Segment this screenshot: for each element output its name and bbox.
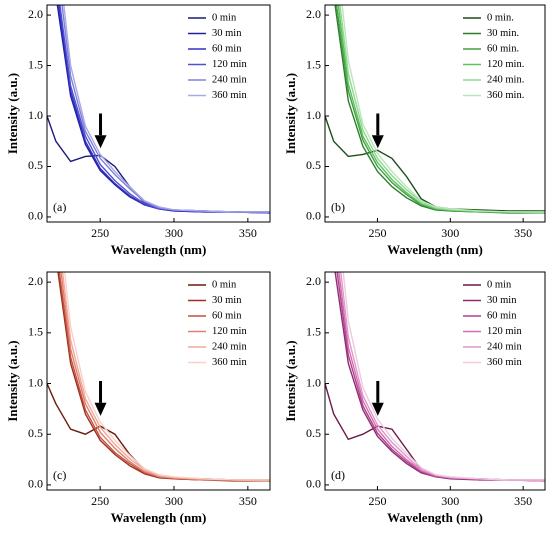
arrow-head <box>371 135 384 149</box>
legend-label: 240 min. <box>487 74 524 85</box>
legend-label: 120 min <box>487 326 522 337</box>
y-axis-label: Intensity (a.u.) <box>283 340 298 421</box>
x-axis-label: Wavelength (nm) <box>387 510 483 525</box>
panel-label: (b) <box>331 200 345 214</box>
y-tick-label: 2.0 <box>306 7 321 21</box>
legend-label: 240 min <box>212 341 247 352</box>
legend-label: 0 min <box>212 279 237 290</box>
legend-label: 30 min. <box>487 28 519 39</box>
y-tick-label: 2.0 <box>28 7 43 21</box>
legend-label: 120 min <box>212 59 247 70</box>
x-tick-label: 350 <box>514 494 532 508</box>
panel: 0.0 0.5 1.0 1.5 2.0 250 300 350 0 min. 30 min. 60 … <box>283 4 546 257</box>
y-axis-label: Intensity (a.u.) <box>5 340 20 421</box>
plot-frame <box>46 271 271 491</box>
legend-label: 60 min <box>487 310 517 321</box>
y-tick-label: 0.5 <box>28 426 43 440</box>
y-tick-label: 1.5 <box>28 325 43 339</box>
series-line <box>341 5 545 213</box>
x-axis-label: Wavelength (nm) <box>111 242 207 257</box>
legend-label: 60 min. <box>487 43 519 54</box>
panel: 0.0 0.5 1.0 1.5 2.0 250 300 350 0 min 30 min 60 mi… <box>5 271 271 525</box>
legend-label: 30 min <box>487 295 517 306</box>
y-tick-label: 0.5 <box>306 158 321 172</box>
x-tick-label: 350 <box>239 494 257 508</box>
x-tick-label: 300 <box>441 494 459 508</box>
series-line <box>337 5 545 214</box>
series-line <box>59 5 270 214</box>
series-line <box>61 272 270 481</box>
x-tick-label: 250 <box>368 226 386 240</box>
legend-label: 0 min <box>212 12 237 23</box>
legend-label: 0 min <box>487 279 512 290</box>
series-line <box>63 5 270 213</box>
y-tick-label: 0.0 <box>28 477 43 491</box>
y-tick-label: 1.0 <box>306 375 321 389</box>
y-tick-label: 2.0 <box>306 274 321 288</box>
y-tick-label: 0.5 <box>28 158 43 172</box>
x-tick-label: 300 <box>165 226 183 240</box>
x-tick-label: 350 <box>514 226 532 240</box>
legend-label: 360 min <box>212 357 247 368</box>
series-line <box>336 272 545 482</box>
legend-label: 360 min <box>487 357 522 368</box>
y-tick-label: 2.0 <box>28 274 43 288</box>
y-axis-label: Intensity (a.u.) <box>5 73 20 154</box>
arrow-head <box>94 402 107 416</box>
x-tick-label: 300 <box>165 494 183 508</box>
series-line <box>63 272 270 481</box>
y-tick-label: 1.5 <box>306 57 321 71</box>
panel: 0.0 0.5 1.0 1.5 2.0 250 300 350 0 min 30 min 60 mi… <box>5 4 271 257</box>
y-tick-label: 0.0 <box>28 209 43 223</box>
legend-label: 240 min <box>212 74 247 85</box>
y-tick-label: 1.5 <box>28 57 43 71</box>
arrow-head <box>94 135 107 149</box>
legend-label: 60 min <box>212 43 242 54</box>
plot-frame <box>324 271 546 491</box>
y-tick-label: 1.0 <box>306 108 321 122</box>
y-tick-label: 1.5 <box>306 325 321 339</box>
panel-label: (a) <box>53 200 66 214</box>
legend-label: 120 min <box>212 326 247 337</box>
arrow-head <box>371 402 384 416</box>
legend-label: 60 min <box>212 310 242 321</box>
y-tick-label: 1.0 <box>28 108 43 122</box>
x-axis-label: Wavelength (nm) <box>111 510 207 525</box>
y-tick-label: 1.0 <box>28 375 43 389</box>
x-axis-label: Wavelength (nm) <box>387 242 483 257</box>
y-tick-label: 0.5 <box>306 426 321 440</box>
panel: 0.0 0.5 1.0 1.5 2.0 250 300 350 0 min 30 min 60 mi… <box>283 271 546 525</box>
legend-label: 0 min. <box>487 12 514 23</box>
legend-label: 360 min. <box>487 90 524 101</box>
series-line <box>60 272 270 482</box>
series-line <box>325 115 545 212</box>
legend-label: 240 min <box>487 341 522 352</box>
y-axis-label: Intensity (a.u.) <box>283 73 298 154</box>
x-tick-label: 250 <box>91 226 109 240</box>
panel-label: (d) <box>331 468 345 482</box>
plot-frame <box>46 4 271 223</box>
legend-label: 30 min <box>212 28 242 39</box>
x-tick-label: 350 <box>239 226 257 240</box>
x-tick-label: 250 <box>368 494 386 508</box>
x-tick-label: 300 <box>441 226 459 240</box>
y-tick-label: 0.0 <box>306 477 321 491</box>
x-tick-label: 250 <box>91 494 109 508</box>
legend-label: 360 min <box>212 90 247 101</box>
y-tick-label: 0.0 <box>306 209 321 223</box>
series-line <box>338 272 545 482</box>
legend-label: 120 min. <box>487 59 524 70</box>
series-line <box>325 383 545 481</box>
panel-label: (c) <box>53 468 66 482</box>
series-line <box>342 272 545 481</box>
legend-label: 30 min <box>212 295 242 306</box>
plot-frame <box>324 4 546 223</box>
